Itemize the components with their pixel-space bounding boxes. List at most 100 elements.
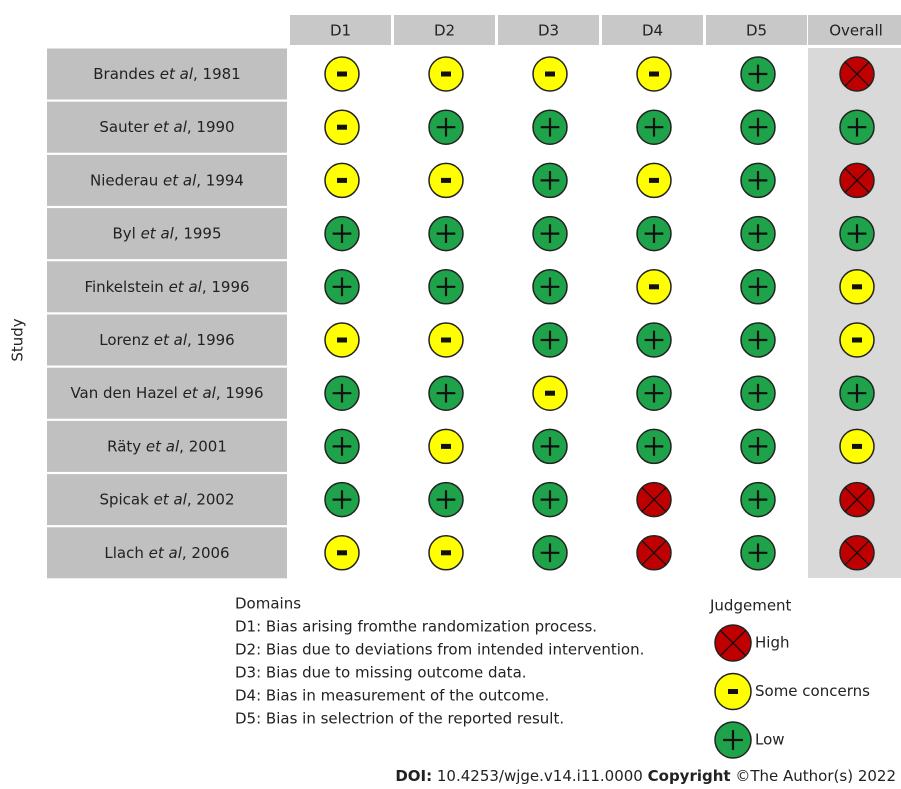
study-label: Sauter et al, 1990 [99, 118, 234, 136]
judgement-icon [740, 481, 776, 518]
study-cell [47, 420, 287, 472]
judgement-icon [532, 109, 568, 145]
icon-glyph [441, 337, 451, 343]
study-cell [47, 48, 287, 100]
doi: 10.4253/wjge.v14.i11.0000 [432, 767, 648, 785]
study-label-part: , 1981 [193, 65, 241, 83]
judgement-icon [324, 56, 360, 92]
judgement-icon [636, 481, 672, 518]
study-label-part: et al [160, 65, 194, 83]
judgement-icon [740, 322, 776, 358]
judgement-icon [532, 535, 568, 571]
judgement-icon [324, 269, 360, 305]
icon-glyph [728, 689, 738, 694]
icon-glyph [441, 71, 451, 77]
judgement-icon [428, 481, 464, 518]
judgement-icon [636, 56, 672, 92]
judgement-icon [839, 375, 875, 411]
judgement-icon [636, 162, 672, 199]
study-cell [47, 208, 287, 260]
study-label-part: Byl [112, 224, 140, 242]
header-cell [808, 15, 901, 45]
domain-item: D1: Bias arising fromthe randomization p… [235, 618, 597, 636]
study-label-part: et al [154, 490, 188, 508]
judgement-icon [839, 162, 875, 199]
domain-item: D4: Bias in measurement of the outcome. [235, 687, 549, 705]
judgement-icon [324, 428, 360, 465]
judgement-icon [740, 535, 776, 571]
judgement-icon [428, 162, 464, 199]
icon-glyph [441, 443, 451, 449]
study-label-part: et al [154, 118, 188, 136]
judgement-icon [839, 322, 875, 358]
judgement-icon [428, 322, 464, 358]
icon-glyph [441, 177, 451, 183]
judgement-icon [714, 624, 752, 662]
study-label: Finkelstein et al, 1996 [84, 277, 249, 295]
icon-glyph [649, 177, 659, 183]
icon-glyph [844, 540, 870, 566]
judgement-icon [636, 428, 672, 465]
study-cell [47, 314, 287, 366]
doi-label: DOI: [395, 767, 432, 785]
judgement-icon [636, 215, 672, 252]
header-cell [290, 15, 391, 45]
judgement-icon [428, 215, 464, 252]
icon-glyph [441, 550, 451, 556]
study-cell [47, 527, 287, 579]
judgement-icon [714, 721, 752, 759]
icon-glyph [337, 177, 347, 183]
study-label-part: Llach [104, 543, 148, 561]
header-label: D3 [538, 22, 559, 40]
judgement-title: Judgement [709, 597, 792, 615]
axis-label: Study [9, 318, 27, 361]
header-label: D5 [746, 22, 767, 40]
study-label-part: , 2002 [187, 490, 235, 508]
domain-item: D3: Bias due to missing outcome data. [235, 664, 527, 682]
study-label-part: et al [169, 277, 203, 295]
judgement-icon [740, 375, 776, 411]
judgement-icon [532, 269, 568, 305]
study-label-part: Räty [107, 437, 146, 455]
header-cell [498, 15, 599, 45]
study-label: Byl et al, 1995 [112, 224, 221, 242]
footer: DOI: 10.4253/wjge.v14.i11.0000 Copyright… [395, 767, 896, 785]
study-label-part: et al [141, 224, 175, 242]
icon-glyph [545, 71, 555, 77]
header-cell [394, 15, 495, 45]
icon-glyph [844, 61, 870, 87]
judgement-icon [532, 162, 568, 199]
study-label: Llach et al, 2006 [104, 543, 229, 561]
study-label-part: Spicak [99, 490, 153, 508]
icon-glyph [641, 487, 667, 512]
icon-glyph [545, 390, 555, 396]
study-label-part: Sauter [99, 118, 153, 136]
judgement-icon [324, 215, 360, 252]
icon-glyph [337, 337, 347, 343]
study-label-part: et al [183, 384, 217, 402]
judgement-icon [740, 56, 776, 92]
icon-glyph [337, 71, 347, 77]
judgement-icon [428, 535, 464, 571]
judgement-icon [428, 109, 464, 145]
judgement-icon [839, 481, 875, 518]
judgement-icon [740, 215, 776, 252]
study-label: Lorenz et al, 1996 [99, 331, 234, 349]
judgement-icon [740, 428, 776, 465]
copyright-label: Copyright [648, 767, 731, 785]
icon-glyph [852, 443, 862, 449]
study-label-part: , 1996 [202, 277, 250, 295]
judgement-icon [839, 269, 875, 305]
icon-glyph [649, 71, 659, 77]
icon-glyph [337, 550, 347, 556]
header-cell [706, 15, 807, 45]
header-label: D4 [642, 22, 663, 40]
domain-item: D5: Bias in selectrion of the reported r… [235, 710, 564, 728]
judgement-icon [324, 109, 360, 145]
study-label-part: , 1990 [187, 118, 235, 136]
study-label-part: Lorenz [99, 331, 154, 349]
judgement-icon [740, 109, 776, 145]
study-label-part: et al [146, 437, 180, 455]
study-label: Spicak et al, 2002 [99, 490, 234, 508]
